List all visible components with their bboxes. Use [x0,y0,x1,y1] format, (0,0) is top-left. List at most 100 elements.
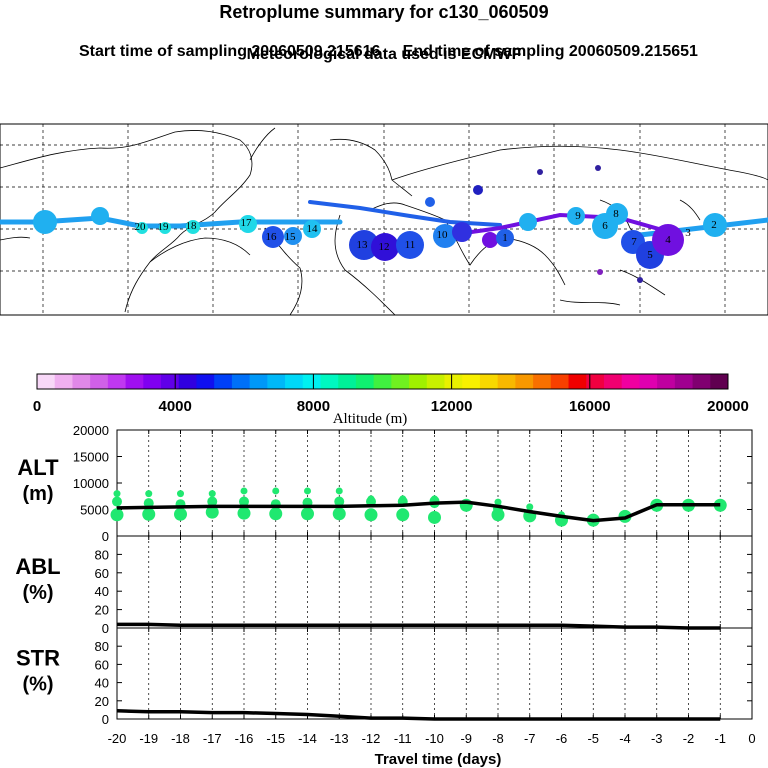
plume-day-label: 19 [158,221,170,233]
plume-blob [284,227,302,245]
y-tick-label: 60 [95,657,109,672]
plume-blob [652,224,684,256]
plume-blob [159,222,171,234]
x-tick-label: -16 [235,731,254,746]
altitude-point [491,508,505,522]
colorbar-cell [267,374,286,389]
altitude-point [110,508,124,522]
colorbar-cell [710,374,729,389]
x-tick-label: -20 [108,731,127,746]
x-tick-label: -18 [171,731,190,746]
colorbar-tick-label: 4000 [159,398,192,415]
y-tick-label: 20 [95,694,109,709]
x-tick-label: -14 [298,731,317,746]
plume-blob [703,213,727,237]
x-tick-label: -6 [556,731,568,746]
y-tick-label: 5000 [80,503,109,518]
plume-day-label: 12 [379,241,390,253]
panel-label: STR [16,646,60,671]
y-tick-label: 40 [95,676,109,691]
x-axis-title: Travel time (days) [375,751,502,768]
altitude-point [112,496,122,507]
altitude-point [269,507,283,521]
altitude-point [174,507,187,521]
colorbar-cell [533,374,552,389]
colorbar-cell [497,374,516,389]
plume-blob [371,233,399,261]
plume-day-label: 15 [285,231,297,243]
y-tick-label: 20000 [73,423,109,438]
plume-blob [303,220,321,238]
series-line [117,622,721,630]
y-tick-label: 20 [95,603,109,618]
y-tick-label: 0 [102,529,109,544]
altitude-point [272,487,280,495]
colorbar-cell [355,374,375,389]
panel-label: ALT [17,455,59,480]
x-tick-label: -17 [203,731,222,746]
colorbar-tick-label: 12000 [431,398,473,415]
colorbar-tick-label: 20000 [707,398,749,415]
colorbar-cell [479,374,499,389]
plume-day-label: 20 [135,221,147,233]
x-tick-label: -8 [492,731,504,746]
plume-blob [519,213,537,231]
colorbar-cell [586,374,605,389]
x-tick-label: -13 [330,731,349,746]
panel-label: ABL [15,554,60,579]
colorbar-tick-label: 8000 [297,398,330,415]
altitude-point [334,496,345,507]
colorbar-cell [657,374,676,389]
plume-blob [186,220,200,234]
plume-blob [239,215,257,233]
x-tick-label: -19 [139,731,158,746]
colorbar-cell [54,374,73,389]
altitude-point [526,503,534,511]
y-tick-label: 10000 [73,476,109,491]
x-tick-label: -2 [683,731,695,746]
colorbar-cell [196,374,215,389]
plume-blob [349,230,379,260]
plume-day-label: 4 [665,234,671,246]
y-tick-label: 0 [102,712,109,727]
start-time-label: Start time of sampling 20060509.215616 [78,43,381,60]
plume-blob [473,185,483,195]
altitude-point [177,490,184,498]
plume-blob [136,222,148,234]
altitude-point [428,510,441,524]
plume-blob [496,229,514,247]
y-tick-label: 0 [102,621,109,636]
plume-blob [425,197,435,207]
plume-blob [433,224,457,248]
y-tick-label: 80 [95,547,109,562]
colorbar: 0 4000 8000 12000 16000 20000 Altitude (m) [33,373,749,427]
plume-day-label: 6 [602,220,608,232]
colorbar-ticks: 0 4000 8000 12000 16000 20000 [33,374,749,415]
colorbar-cell [462,374,481,389]
colorbar-cell [161,374,180,389]
plume-day-label: 8 [613,208,619,220]
plume-day-label: 18 [186,220,198,232]
x-tick-label: -9 [460,731,472,746]
altitude-point [237,506,251,520]
plume-day-label: 10 [437,229,449,241]
colorbar-cell [568,374,587,389]
time-series-panels: 0 5000 10000 15000 20000 ALT (m) 0 20 40 60 80 ABL (%… [15,423,755,746]
colorbar-cell [214,374,233,389]
altitude-point [142,507,156,521]
altitude-point [239,496,249,507]
colorbar-cell [231,374,251,389]
map-panel: 20 19 18 17 16 15 14 13 12 11 10 9 8 7 6 54 3 2 1 [0,123,768,316]
colorbar-cell [639,374,658,389]
altitude-point [145,490,153,498]
x-tick-label: -7 [524,731,536,746]
colorbar-tick-label: 0 [33,398,41,415]
panel-unit: (m) [22,483,53,505]
colorbar-cell [444,374,463,389]
colorbar-cell [426,374,446,389]
x-tick-label: -12 [362,731,381,746]
altitude-point [205,505,219,519]
colorbar-cell [125,374,144,389]
colorbar-cell [320,374,339,389]
